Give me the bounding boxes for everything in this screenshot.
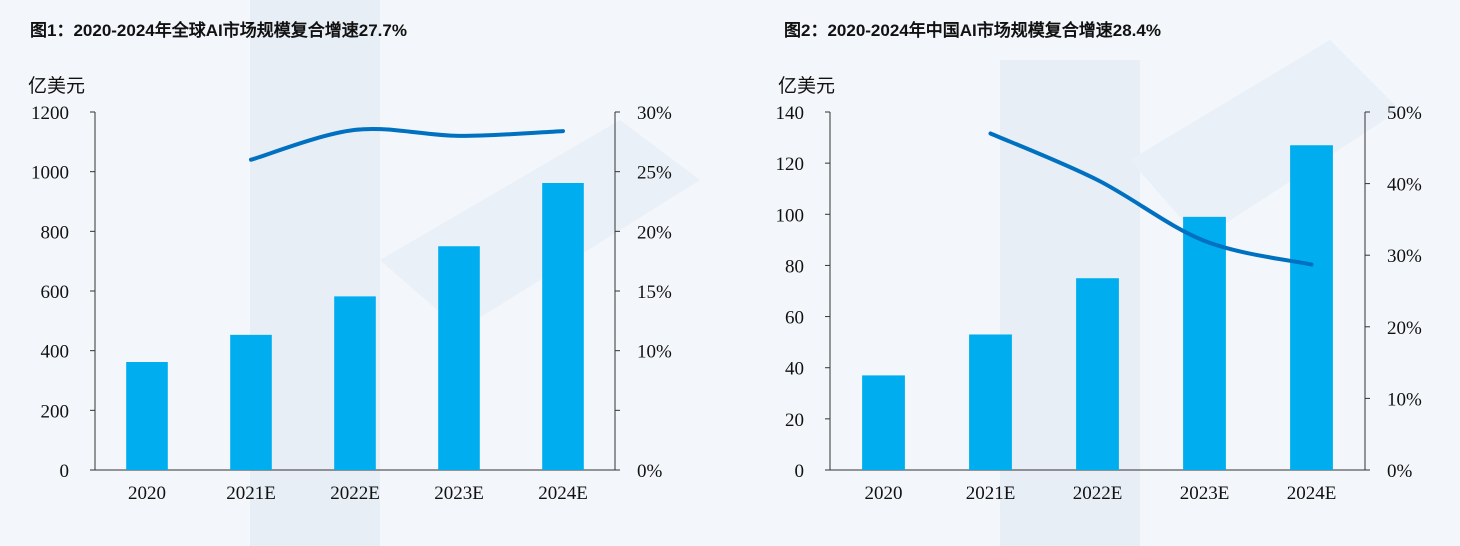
right-tick-label: 20% bbox=[1387, 318, 1422, 339]
bar-2024E bbox=[1290, 145, 1333, 470]
right-tick-label: 15% bbox=[637, 282, 672, 303]
left-tick-label: 200 bbox=[41, 401, 70, 422]
chart-title: 图2：2020-2024年中国AI市场规模复合增速28.4% bbox=[784, 21, 1161, 40]
global-ai-market-chart: 亿美元0200400600800100012000%5%10%15%20%25%… bbox=[28, 75, 672, 504]
bar-2023E bbox=[1183, 216, 1226, 470]
left-tick-label: 600 bbox=[41, 282, 70, 303]
chart-panel-global: 图1：2020-2024年全球AI市场规模复合增速27.7% 亿美元 0 200 40… bbox=[28, 21, 672, 504]
x-tick-label: 2024E bbox=[538, 483, 588, 504]
left-tick-label: 800 bbox=[41, 222, 70, 243]
left-tick-label: 140 bbox=[776, 103, 805, 124]
bar-2020 bbox=[862, 375, 905, 470]
left-tick-label: 0 bbox=[60, 461, 70, 482]
bar-2022E bbox=[334, 296, 376, 470]
bar-2022E bbox=[1076, 278, 1119, 470]
bar-2021E bbox=[230, 334, 272, 470]
chart-title: 图1：2020-2024年全球AI市场规模复合增速27.7% bbox=[30, 21, 407, 40]
right-tick-label: 50% bbox=[1387, 103, 1422, 124]
right-tick-label: 10% bbox=[1387, 389, 1422, 410]
x-tick-label: 2020 bbox=[128, 483, 166, 504]
x-tick-label: 2023E bbox=[1180, 483, 1230, 504]
left-tick-label: 400 bbox=[41, 342, 70, 363]
right-tick-label: 30% bbox=[637, 103, 672, 124]
x-tick-label: 2021E bbox=[226, 483, 276, 504]
x-tick-label: 2020 bbox=[865, 483, 903, 504]
left-tick-label: 60 bbox=[785, 308, 804, 329]
bar-2024E bbox=[542, 183, 584, 470]
right-tick-label: 25% bbox=[637, 163, 672, 184]
bar-2020 bbox=[126, 362, 168, 470]
x-tick-label: 2021E bbox=[966, 483, 1016, 504]
y-axis-unit-label: 亿美元 bbox=[28, 75, 85, 97]
left-tick-label: 20 bbox=[785, 410, 804, 431]
right-tick-label: 40% bbox=[1387, 175, 1422, 196]
left-tick-label: 1200 bbox=[31, 103, 69, 124]
left-tick-label: 40 bbox=[785, 359, 804, 380]
growth-rate-line bbox=[249, 126, 565, 162]
chart-panel-china: 图2：2020-2024年中国AI市场规模复合增速28.4% 亿美元 0 20 40 6… bbox=[730, 0, 1460, 546]
growth-rate-line bbox=[988, 131, 1314, 267]
left-tick-label: 0 bbox=[795, 461, 805, 482]
left-tick-label: 80 bbox=[785, 256, 804, 277]
china-ai-market-chart: 亿美元 0 20 40 60 80 100 120 140 0% 10% 20% 30% 40% 50% 20… bbox=[776, 75, 1423, 504]
bar-2021E bbox=[969, 334, 1012, 470]
x-tick-label: 2022E bbox=[1073, 483, 1123, 504]
x-tick-label: 2022E bbox=[330, 483, 380, 504]
y-axis-unit-label: 亿美元 bbox=[778, 75, 835, 97]
x-tick-label: 2023E bbox=[434, 483, 484, 504]
right-tick-label: 20% bbox=[637, 222, 672, 243]
bar-2023E bbox=[438, 246, 480, 470]
left-tick-label: 1000 bbox=[31, 163, 69, 184]
x-tick-label: 2024E bbox=[1287, 483, 1337, 504]
right-tick-label: 0% bbox=[637, 461, 663, 482]
right-tick-label: 30% bbox=[1387, 246, 1422, 267]
right-tick-label: 10% bbox=[637, 342, 672, 363]
left-tick-label: 120 bbox=[776, 154, 805, 175]
left-tick-label: 100 bbox=[776, 205, 805, 226]
right-tick-label: 0% bbox=[1387, 461, 1413, 482]
